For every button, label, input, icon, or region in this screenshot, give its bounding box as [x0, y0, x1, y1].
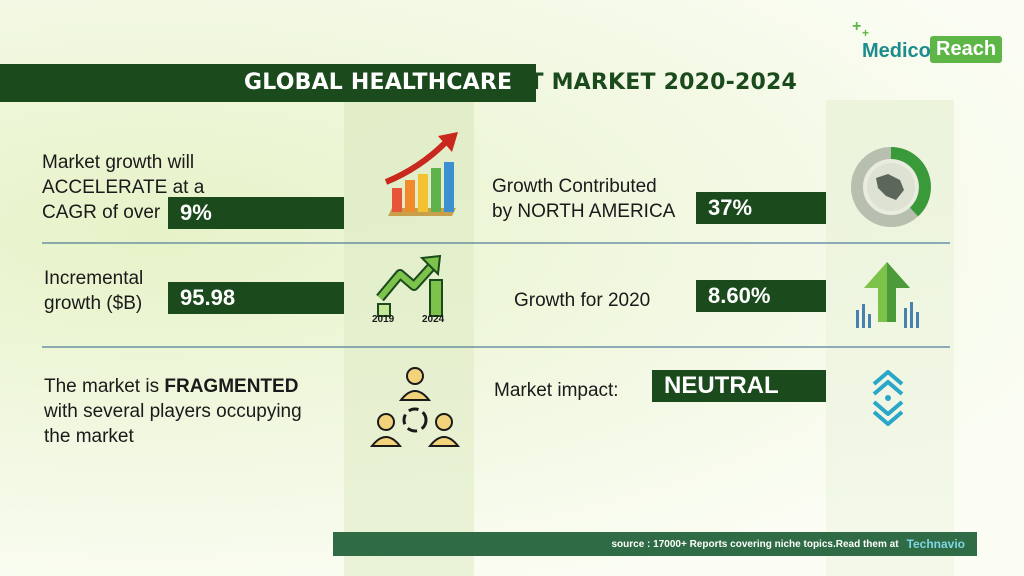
- incremental-line1: Incremental: [44, 268, 144, 289]
- row-divider-1: [42, 242, 950, 244]
- cagr-text: Market growth will ACCELERATE at a CAGR …: [42, 150, 204, 225]
- growth-arrow-icon: [376, 254, 443, 317]
- source-text: source : 17000+ Reports covering niche t…: [611, 538, 899, 550]
- donut-globe-icon: [851, 147, 931, 227]
- medicoreach-logo: + + Medico Reach: [852, 18, 1003, 70]
- year-end-label: 2024: [422, 314, 445, 325]
- year-start-label: 2019: [372, 314, 395, 325]
- impact-value: NEUTRAL: [652, 370, 826, 402]
- neutral-arrows-icon: [872, 370, 904, 426]
- fragmented-bold: FRAGMENTED: [164, 376, 299, 397]
- page-title: GLOBAL HEALTHCARE IT MARKET 2020-2024: [244, 70, 797, 95]
- logo-text-reach: Reach: [930, 36, 1003, 63]
- growth-2020-value: 8.60%: [696, 280, 826, 312]
- cagr-value: 9%: [168, 197, 344, 229]
- incremental-value: 95.98: [168, 282, 344, 314]
- north-america-text: Growth Contributed by NORTH AMERICA: [492, 174, 675, 224]
- fragmented-line1: The market is FRAGMENTED: [44, 374, 302, 399]
- source-bar: source : 17000+ Reports covering niche t…: [333, 532, 977, 556]
- incremental-line2: growth ($B): [44, 293, 143, 314]
- fragmented-line3: the market: [44, 426, 134, 447]
- title-part2: IT MARKET 2020-2024: [520, 70, 797, 95]
- title-part1: GLOBAL HEALTHCARE: [244, 70, 513, 95]
- bar-growth-chart-icon: [384, 132, 458, 216]
- players-network-icon: [370, 367, 460, 447]
- fragmented-pre: The market is: [44, 376, 160, 397]
- north-america-line1: Growth Contributed: [492, 176, 657, 197]
- row-divider-2: [42, 346, 950, 348]
- fragmented-line2: with several players occupying: [44, 401, 302, 422]
- cagr-line2: ACCELERATE at a: [42, 177, 205, 198]
- fragmented-text: The market is FRAGMENTED with several pl…: [44, 374, 302, 449]
- north-america-line2: by NORTH AMERICA: [492, 201, 676, 222]
- title-bar: [0, 64, 536, 102]
- incremental-text: Incremental growth ($B): [44, 266, 143, 316]
- logo-text-medico: Medico: [862, 40, 931, 62]
- arrow-up-icon: [856, 262, 919, 328]
- impact-text: Market impact:: [494, 380, 619, 401]
- growth-2020-text: Growth for 2020: [514, 290, 651, 311]
- cagr-line3: CAGR of over: [42, 202, 161, 223]
- north-america-value: 37%: [696, 192, 826, 224]
- cagr-line1: Market growth will: [42, 152, 195, 173]
- technavio-brand: Technavio: [906, 537, 965, 551]
